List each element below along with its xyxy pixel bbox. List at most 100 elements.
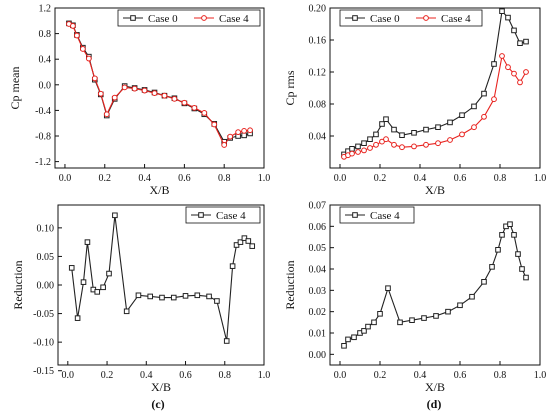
data-point — [221, 142, 228, 148]
data-point — [383, 116, 389, 123]
x-tick-label: 0.4 — [414, 173, 427, 184]
data-point — [517, 40, 523, 47]
legend-box — [339, 9, 483, 27]
data-point — [373, 131, 379, 138]
data-point — [511, 232, 517, 238]
data-point — [245, 238, 252, 244]
data-point — [181, 99, 188, 106]
x-tick-label: 1.0 — [258, 173, 271, 184]
data-point — [495, 247, 501, 253]
data-point — [507, 221, 513, 227]
legend-swatch-marker — [130, 15, 136, 21]
y-tick-label: 0.06 — [309, 222, 327, 233]
series-line — [343, 223, 527, 347]
x-tick-label: 0.0 — [334, 370, 347, 381]
x-axis-label: X/B — [425, 183, 445, 197]
data-point — [459, 112, 465, 119]
legend-entry: Case 4 — [216, 210, 246, 222]
x-tick-label: 0.6 — [179, 370, 192, 381]
data-point — [135, 292, 142, 299]
data-point — [489, 264, 495, 270]
y-axis-label: Reduction — [11, 260, 25, 309]
data-point — [511, 27, 517, 34]
legend-swatch-marker — [352, 212, 358, 218]
legend-swatch-marker — [423, 15, 429, 21]
data-point — [131, 85, 138, 92]
y-tick-label: -0.8 — [35, 132, 51, 143]
y-tick-label: 0.00 — [37, 281, 55, 292]
data-point — [94, 289, 101, 295]
data-point — [435, 124, 441, 131]
x-tick-label: 1.0 — [258, 370, 271, 381]
data-point — [111, 94, 118, 101]
data-point — [499, 8, 505, 14]
y-tick-label: -0.15 — [33, 366, 54, 377]
data-point — [409, 317, 415, 323]
chart-d: 0.0 0.2 0.4 0.6 0.8 1.0 0.00 0.01 0.02 0.03 0.04 0.… — [283, 201, 546, 412]
x-tick-label: 0.6 — [454, 173, 467, 184]
y-tick-label: 0.12 — [309, 68, 327, 79]
y-tick-label: 0.0 — [39, 80, 52, 91]
data-point — [469, 293, 475, 300]
series-line — [343, 9, 527, 155]
data-point — [505, 14, 511, 21]
data-point — [371, 319, 377, 326]
data-point — [161, 92, 168, 99]
y-axis-label: Cp mean — [8, 67, 22, 110]
panel-label: (d) — [427, 397, 442, 411]
y-tick-label: 0.01 — [309, 329, 327, 340]
data-point — [481, 279, 487, 285]
data-point — [447, 137, 453, 143]
x-tick-label: 0.2 — [374, 370, 387, 381]
data-point — [505, 64, 511, 71]
data-point — [471, 103, 477, 110]
x-tick-label: 0.4 — [414, 370, 427, 381]
y-tick-label: 0.02 — [309, 307, 327, 318]
data-point — [391, 141, 397, 148]
data-point — [481, 90, 487, 97]
y-tick-label: 0.10 — [37, 223, 55, 234]
data-point — [191, 104, 198, 111]
data-point — [349, 146, 355, 152]
data-point — [170, 294, 177, 301]
y-tick-label: -1.2 — [35, 157, 51, 168]
data-point — [141, 87, 148, 94]
data-point — [423, 126, 429, 133]
legend-entry: Case 0 — [148, 13, 178, 25]
data-point — [103, 111, 110, 118]
y-tick-label: 0.03 — [309, 286, 327, 297]
data-point — [123, 308, 130, 315]
x-tick-label: 0.6 — [454, 370, 467, 381]
data-point — [351, 334, 357, 341]
x-tick-label: 1.0 — [534, 370, 547, 381]
legend-entry: Case 4 — [370, 210, 400, 222]
data-point — [227, 133, 234, 140]
data-point — [433, 313, 439, 319]
plot-frame — [57, 204, 265, 366]
legend-box — [339, 206, 415, 224]
data-point — [391, 126, 397, 133]
y-tick-label: 0.04 — [309, 265, 327, 276]
data-point — [519, 266, 525, 272]
data-point — [235, 129, 242, 136]
plot-frame — [54, 7, 265, 169]
legend-swatch-marker — [201, 15, 207, 21]
x-tick-label: 0.0 — [334, 173, 347, 184]
data-point — [247, 127, 253, 134]
data-point — [523, 274, 529, 281]
legend-swatch-marker — [352, 15, 358, 21]
data-point — [367, 136, 373, 142]
data-point — [361, 328, 367, 334]
y-tick-label: 0.00 — [309, 350, 327, 361]
data-point — [345, 336, 351, 343]
data-point — [171, 95, 178, 102]
data-point — [355, 149, 361, 155]
data-point — [159, 294, 165, 301]
data-point — [445, 308, 451, 315]
chart-a: 0.0 0.2 0.4 0.6 0.8 1.0 -1.2 -0.8 -0.4 0.0 0.4 0.8 1… — [8, 4, 270, 198]
data-point — [151, 90, 158, 97]
legend-entry: Case 4 — [219, 13, 249, 25]
data-point — [91, 75, 98, 82]
data-point — [411, 130, 417, 136]
data-point — [223, 338, 230, 344]
